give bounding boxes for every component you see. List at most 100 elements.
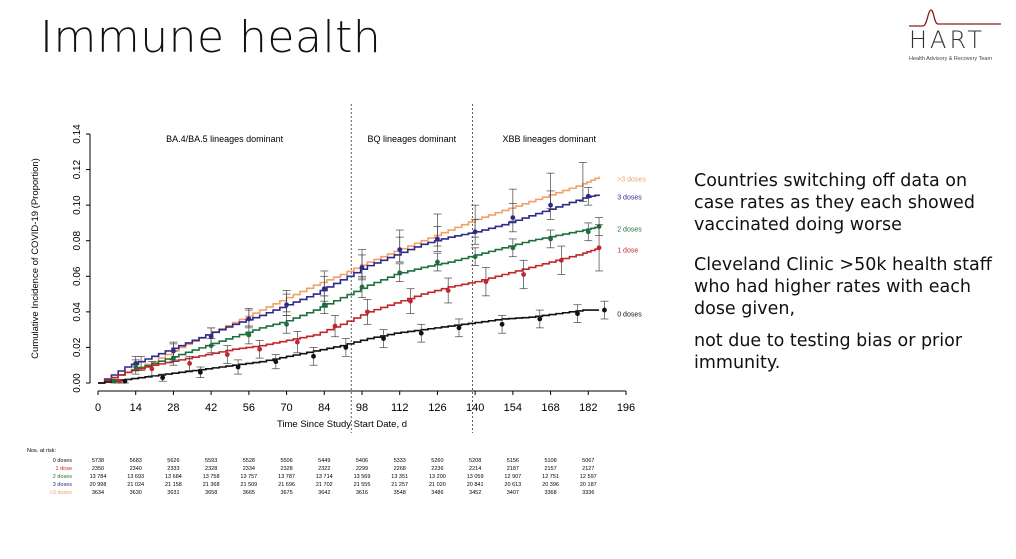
x-tick-label: 182: [579, 402, 597, 414]
at-risk-cell: 20 841: [466, 482, 484, 488]
bullet-1: Countries switching off data on case rat…: [694, 171, 975, 235]
data-point: [284, 321, 289, 327]
at-risk-cell: 3675: [280, 490, 293, 496]
data-point: [397, 247, 403, 253]
at-risk-cell: 13 693: [127, 474, 145, 480]
x-tick-label: 56: [243, 402, 255, 414]
hart-logo: HART Health Advisory & Recovery Team: [905, 6, 1005, 72]
x-tick-label: 28: [167, 402, 179, 414]
at-risk-cell: 2333: [167, 466, 180, 472]
at-risk-cell: 5108: [544, 458, 557, 464]
x-tick-label: 84: [318, 402, 330, 414]
at-risk-cell: 5626: [167, 458, 180, 464]
at-risk-cell: 2299: [355, 466, 369, 472]
data-point: [510, 215, 516, 220]
at-risk-cell: 2350: [91, 466, 105, 472]
at-risk-title: Nos. at risk:: [27, 448, 57, 454]
at-risk-cell: 3665: [242, 490, 255, 496]
data-point: [510, 245, 516, 251]
y-tick-label: 0.08: [72, 231, 83, 251]
data-point: [602, 307, 607, 313]
at-risk-cell: 2157: [544, 466, 557, 472]
at-risk-cell: 13 758: [202, 474, 220, 480]
data-point: [321, 302, 327, 308]
at-risk-cell: 5738: [91, 458, 105, 464]
at-risk-cell: 13 200: [429, 474, 446, 480]
data-point: [585, 229, 591, 235]
period-label: BA.4/BA.5 lineages dominant: [166, 134, 284, 144]
x-axis-label: Time Since Study Start Date, d: [277, 419, 407, 430]
at-risk-cell: 20 998: [89, 482, 107, 488]
at-risk-cell: 5067: [582, 458, 595, 464]
at-risk-cell: 5260: [431, 458, 444, 464]
slide-title: Immune health: [40, 12, 382, 63]
at-risk-cell: 5528: [242, 458, 255, 464]
y-tick-label: 0.04: [72, 302, 83, 322]
data-point: [558, 257, 564, 263]
data-point: [171, 355, 176, 361]
x-tick-label: 14: [130, 402, 142, 414]
series-line: [98, 309, 600, 384]
data-point: [359, 264, 365, 270]
at-risk-cell: 5593: [205, 458, 218, 464]
data-point: [284, 302, 289, 308]
legend-label: 2 doses: [617, 226, 642, 233]
at-risk-cell: 2322: [318, 466, 331, 472]
data-point: [311, 353, 316, 359]
at-risk-cell: 12 907: [504, 474, 522, 480]
data-point: [537, 316, 543, 322]
at-risk-cell: 20 613: [504, 482, 522, 488]
data-point: [499, 321, 505, 327]
at-risk-cell: 21 024: [127, 482, 145, 488]
at-risk-cell: 5208: [469, 458, 482, 464]
data-point: [472, 229, 478, 235]
data-point: [197, 369, 203, 375]
x-tick-label: 154: [504, 402, 522, 414]
data-point: [273, 359, 279, 365]
at-risk-cell: 2328: [205, 466, 218, 472]
data-point: [246, 332, 252, 338]
data-point: [235, 364, 241, 370]
at-risk-cell: 21 696: [278, 482, 295, 488]
at-risk-cell: 12 597: [579, 474, 597, 480]
slide-text: Countries switching off data on case rat…: [694, 170, 1004, 384]
data-point: [208, 343, 214, 349]
at-risk-cell: 21 158: [165, 482, 182, 488]
legend-label: 1 dose: [617, 248, 638, 255]
y-axis-label: Cumulative Incidence of COVID-19 (Propor…: [30, 158, 41, 359]
at-risk-cell: 3642: [318, 490, 331, 496]
data-point: [224, 352, 230, 357]
at-risk-cell: 2214: [469, 466, 482, 472]
data-point: [117, 378, 122, 384]
series-line: [98, 226, 600, 384]
at-risk-cell: 13 569: [353, 474, 371, 480]
data-point: [575, 311, 580, 317]
data-point: [122, 378, 128, 384]
bullet-3: not due to testing bias or prior immunit…: [694, 331, 963, 373]
at-risk-cell: 13 059: [466, 474, 484, 480]
at-risk-row-label: 1 dose: [55, 466, 72, 472]
at-risk-cell: 21 509: [240, 482, 258, 488]
legend-label: 3 doses: [617, 194, 642, 201]
y-tick-label: 0.10: [72, 195, 83, 215]
data-point: [208, 334, 214, 340]
data-point: [456, 325, 462, 331]
at-risk-cell: 5449: [318, 458, 331, 464]
data-point: [111, 378, 117, 384]
x-tick-label: 168: [541, 402, 559, 414]
at-risk-cell: 13 714: [315, 474, 333, 480]
data-point: [187, 361, 192, 366]
data-point: [521, 272, 527, 277]
incidence-chart: 0.00 0.02 0.04 0.06 0.08 0.10 0.12 0.14 0 14 28 42 5…: [30, 104, 646, 433]
y-tick-label: 0.00: [72, 373, 83, 393]
at-risk-cell: 21 020: [429, 482, 446, 488]
at-risk-cell: 2340: [129, 466, 142, 472]
at-risk-cell: 5683: [129, 458, 142, 464]
y-tick-label: 0.02: [72, 337, 83, 357]
logo-wordmark: HART: [909, 26, 986, 54]
at-risk-cell: 21 368: [202, 482, 220, 488]
at-risk-cell: 13 787: [278, 474, 295, 480]
data-point: [332, 323, 338, 329]
at-risk-cell: 20 187: [579, 482, 597, 488]
x-tick-label: 70: [280, 402, 292, 414]
